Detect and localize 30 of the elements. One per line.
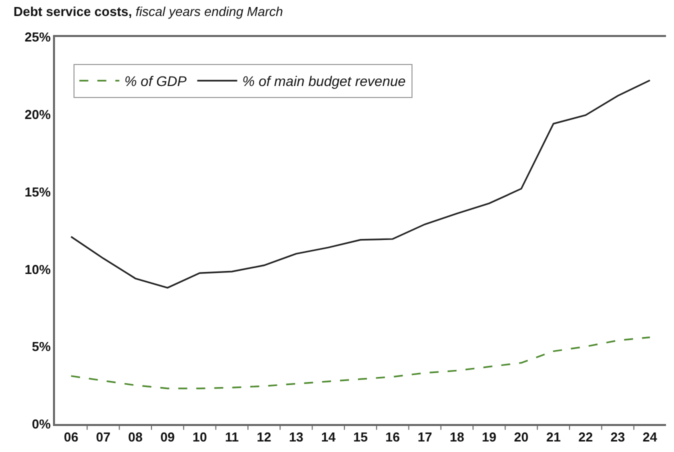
- y-tick-label: 5%: [32, 339, 52, 354]
- x-tick-label: 11: [224, 429, 239, 444]
- x-tick-label: 10: [192, 429, 207, 444]
- x-tick-label: 16: [385, 429, 400, 444]
- chart-subtitle: fiscal years ending March: [136, 4, 284, 19]
- y-tick-label: 0%: [32, 416, 52, 432]
- chart-title: Debt service costs,: [14, 4, 132, 19]
- x-tick-label: 14: [321, 429, 336, 444]
- x-tick-label: 06: [64, 429, 78, 444]
- x-tick-label: 22: [578, 429, 593, 444]
- x-tick-label: 07: [96, 429, 110, 444]
- y-tick-label: 20%: [24, 106, 52, 122]
- x-tick-label: 18: [450, 429, 464, 444]
- x-tick-label: 24: [642, 429, 658, 444]
- y-tick-label: 10%: [24, 262, 52, 277]
- x-tick-label: 13: [288, 429, 304, 444]
- line-series: [70, 336, 651, 390]
- x-tick-label: 12: [256, 429, 272, 444]
- x-tick-label: 08: [128, 429, 143, 444]
- legend-label: % of main budget revenue: [242, 73, 406, 90]
- x-tick-label: 19: [482, 429, 496, 444]
- x-tick-label: 21: [546, 429, 561, 444]
- x-tick-label: 23: [610, 429, 625, 444]
- y-tick-label: 15%: [24, 184, 52, 200]
- x-tick-label: 20: [514, 429, 529, 444]
- y-tick-label: 25%: [24, 30, 52, 45]
- legend-label: % of GDP: [124, 73, 188, 90]
- x-tick-label: 15: [353, 429, 368, 444]
- x-tick-label: 09: [160, 429, 175, 444]
- x-tick-label: 17: [418, 429, 432, 444]
